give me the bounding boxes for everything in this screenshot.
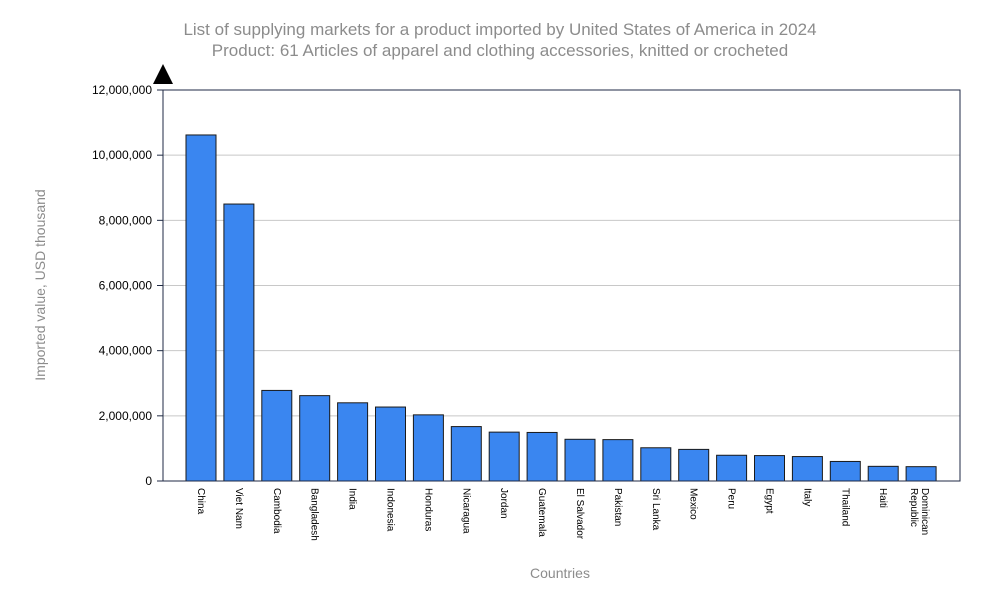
x-tick-label: Nicaragua [460,488,471,534]
bar-peru [716,454,748,482]
y-tick-label: 4,000,000 [99,344,153,358]
bar-bangladesh [299,395,331,482]
bar-dominican-republic [905,466,937,482]
y-tick-label: 10,000,000 [92,148,152,162]
bar-guatemala [526,431,558,482]
y-tick-label: 12,000,000 [92,83,152,97]
x-tick-label: Sri Lanka [650,488,661,531]
x-tick-label: Egypt [764,488,775,514]
gridlines [163,154,960,417]
x-tick-label: Jordan [498,488,509,519]
y-tick-label: 6,000,000 [99,279,153,293]
bar-thailand [829,460,861,482]
bar-mexico [678,448,710,482]
bar-el-salvador [564,438,596,482]
bar-italy [791,456,823,482]
bar-pakistan [602,439,634,482]
x-axis-title: Countries [530,565,590,581]
bars [185,134,937,482]
x-tick-label: Pakistan [612,488,623,526]
y-tick-label: 0 [145,474,152,488]
x-tick-label: Indonesia [385,488,396,532]
x-tick-label: Bangladesh [309,488,320,541]
bar-honduras [412,414,444,482]
chart-title: List of supplying markets for a product … [183,20,817,39]
x-tick-label: Thailand [839,488,850,526]
x-tick-label: Cambodia [271,488,282,534]
x-tick-label: El Salvador [574,488,585,540]
x-axis-ticks: China Viet Nam Cambodia Bangladesh India Indo… [195,488,930,541]
bar-india [337,402,369,482]
x-tick-label: Viet Nam [233,488,244,529]
chart-subtitle: Product: 61 Articles of apparel and clot… [211,41,789,60]
y-tick-label: 8,000,000 [99,213,153,227]
x-tick-label: DominicanRepublic [908,488,930,535]
bar-nicaragua [450,426,482,482]
bar-cambodia [261,389,293,482]
y-axis-ticks: 0 2,000,000 4,000,000 6,000,000 8,000,000 10,… [92,83,163,488]
y-tick-label: 2,000,000 [99,409,153,423]
x-tick-label: China [195,488,206,515]
bar-egypt [754,455,785,482]
bar-haiti [867,465,899,482]
x-tick-label: Italy [801,488,812,506]
x-tick-label: Mexico [688,488,699,520]
x-tick-label: India [347,488,358,510]
x-tick-label: Peru [726,488,737,509]
bar-indonesia [375,406,406,482]
bar-jordan [488,431,520,482]
bar-sri-lanka [640,447,672,482]
y-axis-title: Imported value, USD thousand [32,189,48,380]
x-tick-label: Honduras [422,488,433,531]
bar-china [185,134,217,482]
y-axis-arrow-icon [153,64,173,84]
x-tick-label: Guatemala [536,488,547,537]
x-tick-label: Haiti [877,488,888,508]
bar-viet-nam [223,203,255,482]
